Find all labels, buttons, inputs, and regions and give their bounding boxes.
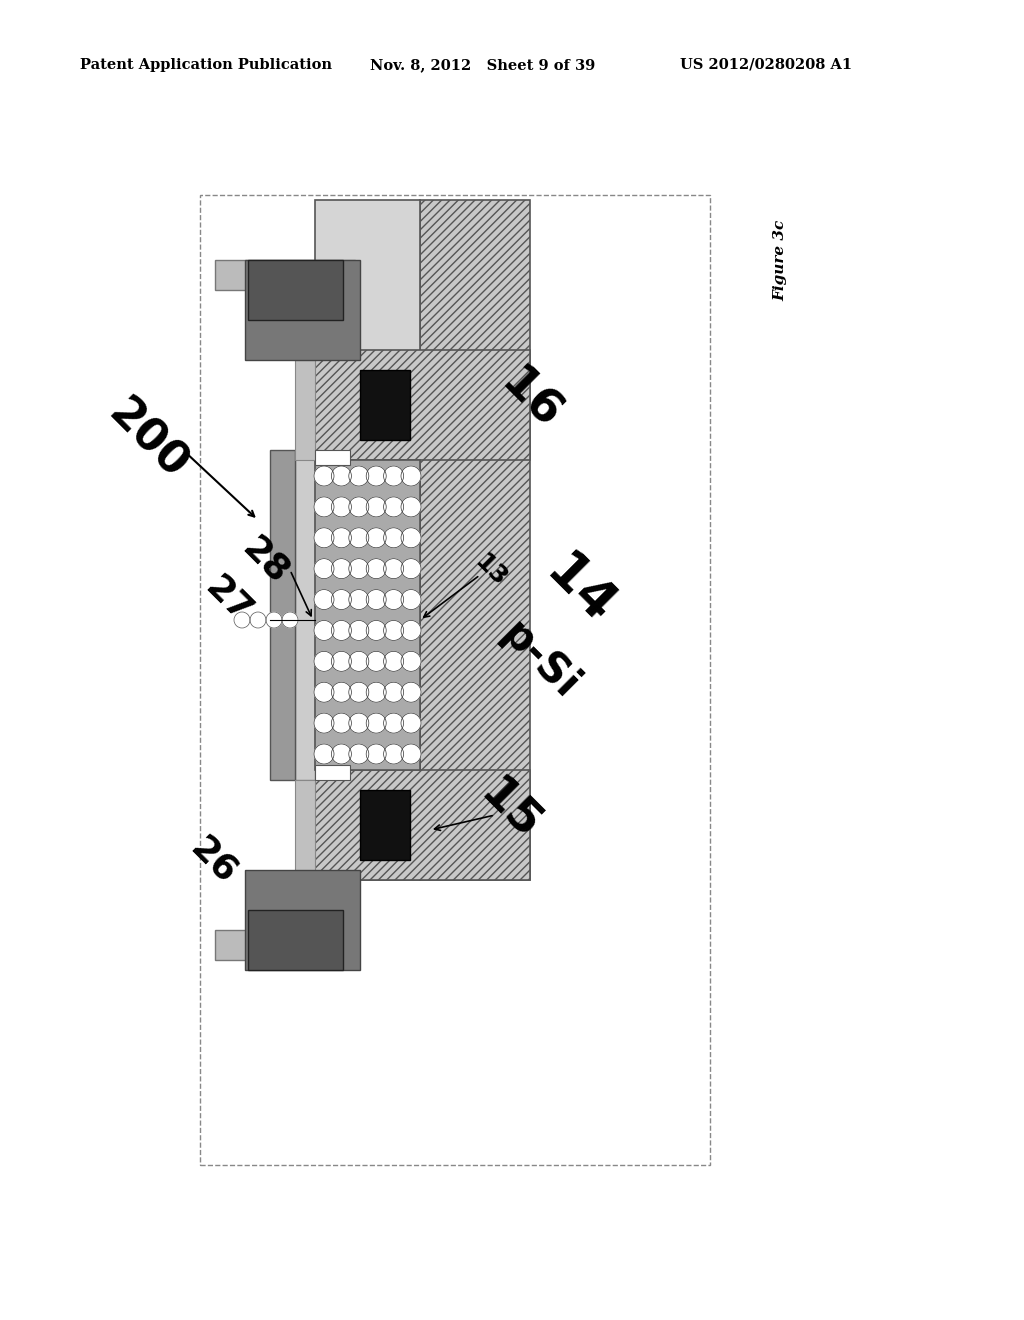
Circle shape [384,682,403,702]
Circle shape [367,682,386,702]
Circle shape [401,496,421,517]
Circle shape [314,682,334,702]
Text: Patent Application Publication: Patent Application Publication [80,58,332,73]
Text: 16: 16 [490,360,569,440]
Circle shape [367,620,386,640]
Circle shape [349,713,369,733]
Circle shape [349,496,369,517]
Circle shape [401,620,421,640]
Bar [215,931,355,960]
Circle shape [349,590,369,610]
Circle shape [314,651,334,672]
Circle shape [401,466,421,486]
Circle shape [349,744,369,764]
Bar [200,195,710,1166]
Circle shape [332,466,351,486]
Text: 26: 26 [183,830,243,890]
Circle shape [367,590,386,610]
Circle shape [349,682,369,702]
Text: Figure 3c: Figure 3c [773,219,787,301]
Bar [360,370,410,440]
Text: 14: 14 [536,545,625,635]
Circle shape [401,528,421,548]
Text: 15: 15 [471,771,549,849]
Circle shape [332,682,351,702]
Circle shape [250,612,266,628]
Text: n: n [370,405,410,445]
Bar [360,789,410,861]
Circle shape [314,496,334,517]
Circle shape [384,528,403,548]
Circle shape [384,620,403,640]
Text: 13: 13 [469,549,511,591]
Text: US 2012/0280208 A1: US 2012/0280208 A1 [680,58,852,73]
Bar [295,780,315,880]
Circle shape [367,651,386,672]
Circle shape [332,620,351,640]
Circle shape [384,558,403,578]
Circle shape [367,713,386,733]
Bar [315,350,530,459]
Circle shape [401,744,421,764]
Circle shape [332,713,351,733]
Circle shape [349,528,369,548]
Circle shape [367,528,386,548]
Text: 27: 27 [199,570,258,630]
Circle shape [349,558,369,578]
Text: 200: 200 [100,392,196,488]
Circle shape [266,612,282,628]
Circle shape [314,620,334,640]
Bar [295,360,315,459]
Circle shape [234,612,250,628]
Circle shape [332,744,351,764]
Bar [315,459,420,770]
Circle shape [384,466,403,486]
Bar [245,870,360,970]
Circle shape [314,713,334,733]
Circle shape [314,528,334,548]
Text: Nov. 8, 2012   Sheet 9 of 39: Nov. 8, 2012 Sheet 9 of 39 [370,58,595,73]
Circle shape [367,744,386,764]
Bar [315,770,530,880]
Circle shape [401,682,421,702]
Bar [315,766,350,780]
Circle shape [367,558,386,578]
Bar [295,450,315,780]
Circle shape [282,612,298,628]
Circle shape [384,744,403,764]
Bar [315,450,350,465]
Circle shape [401,558,421,578]
Circle shape [314,466,334,486]
Bar [245,260,360,360]
Circle shape [401,713,421,733]
Bar [315,201,420,880]
Circle shape [384,496,403,517]
Circle shape [384,713,403,733]
Text: p-Si: p-Si [493,612,587,708]
Text: n: n [355,810,395,850]
Bar [248,260,343,319]
Circle shape [314,558,334,578]
Circle shape [349,466,369,486]
Circle shape [332,496,351,517]
Circle shape [349,620,369,640]
Circle shape [384,590,403,610]
Circle shape [401,590,421,610]
Circle shape [384,651,403,672]
Bar [248,909,343,970]
Circle shape [332,528,351,548]
Bar [270,450,295,780]
Circle shape [314,590,334,610]
Circle shape [332,651,351,672]
Circle shape [367,496,386,517]
Circle shape [314,744,334,764]
Bar [215,260,355,290]
Bar [420,201,530,880]
Circle shape [332,558,351,578]
Circle shape [367,466,386,486]
Circle shape [349,651,369,672]
Circle shape [332,590,351,610]
Text: 28: 28 [236,531,295,590]
Circle shape [401,651,421,672]
